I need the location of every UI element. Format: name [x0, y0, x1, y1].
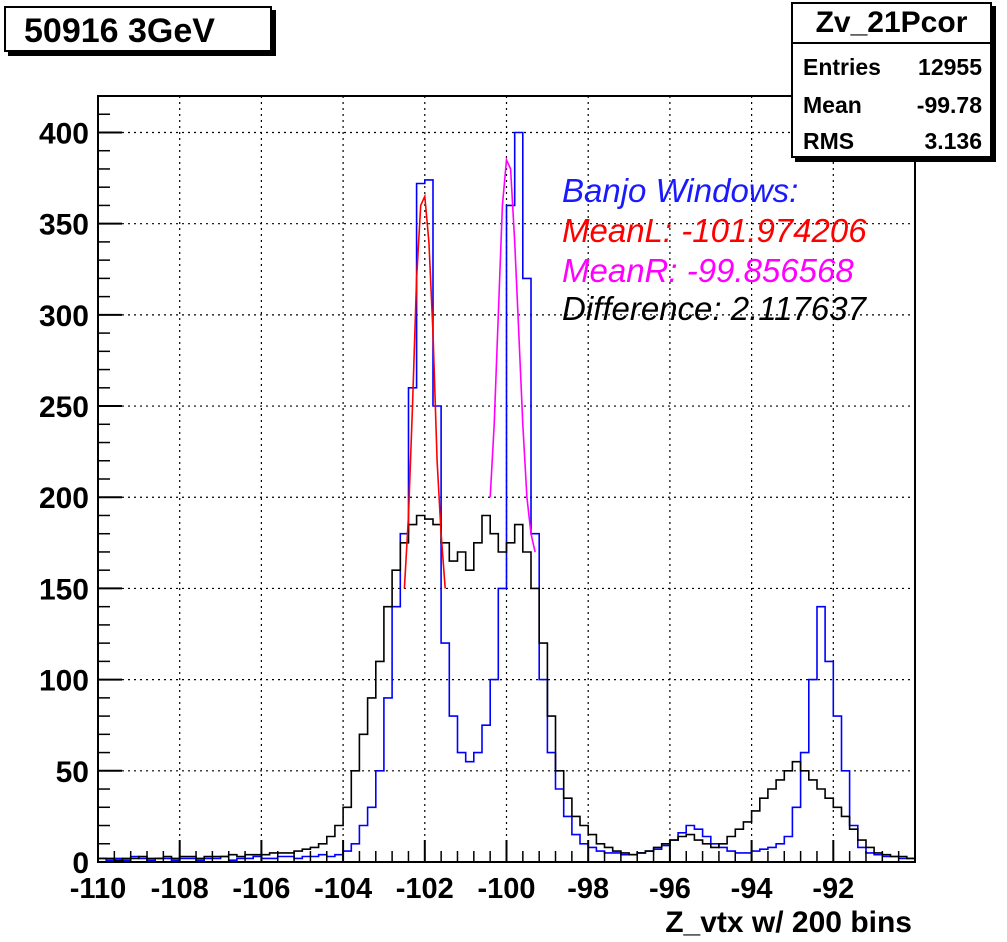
stats-value: -99.78	[916, 92, 982, 118]
stats-box: Zv_21Pcor Entries 12955 Mean -99.78 RMS …	[791, 2, 992, 158]
series-line-0	[98, 131, 915, 861]
stats-label: Mean	[803, 92, 862, 118]
annotation-mean-right: MeanR: -99.856568	[562, 252, 854, 289]
y-tick-label: 50	[56, 756, 89, 789]
series-line-3	[489, 156, 536, 553]
histogram-title-box: 50916 3GeV	[4, 6, 272, 52]
y-tick-label: 350	[39, 209, 89, 242]
x-tick-label: -92	[812, 873, 854, 905]
x-tick-label: -96	[649, 873, 691, 905]
y-tick-label: 250	[39, 391, 89, 424]
stats-row-entries: Entries 12955	[793, 48, 990, 84]
stats-value: 12955	[918, 54, 982, 80]
x-tick-label: -108	[151, 873, 209, 905]
stats-label: Entries	[803, 54, 881, 80]
x-tick-label: -110	[70, 873, 126, 905]
series-layer	[98, 131, 915, 861]
y-tick-label: 300	[39, 300, 89, 333]
annotation-difference: Difference: 2.117637	[562, 290, 866, 327]
annotation-banjo-windows: Banjo Windows:	[562, 172, 799, 209]
stats-value: 3.136	[924, 128, 982, 154]
annotation-mean-left: MeanL: -101.974206	[562, 212, 867, 249]
histogram-title: 50916 3GeV	[24, 12, 215, 50]
stats-row-mean: Mean -99.78	[793, 86, 990, 122]
x-tick-label: -100	[477, 873, 535, 905]
x-tick-label: -106	[232, 873, 290, 905]
y-tick-label: 100	[39, 665, 89, 698]
x-tick-label: -104	[314, 873, 372, 905]
y-tick-label: 400	[39, 117, 89, 150]
stats-histogram-name: Zv_21Pcor	[793, 4, 990, 44]
series-line-1	[98, 514, 915, 861]
y-tick-label: 150	[39, 573, 89, 606]
series-line-2	[403, 193, 446, 589]
x-tick-label: -98	[567, 873, 609, 905]
x-tick-label: -102	[396, 873, 454, 905]
y-tick-label: 200	[39, 482, 89, 515]
stats-label: RMS	[803, 128, 855, 154]
x-tick-label: -94	[731, 873, 773, 905]
y-tick-label: 0	[72, 847, 89, 880]
x-axis-title: Z_vtx w/ 200 bins	[665, 906, 912, 939]
stats-row-rms: RMS 3.136	[793, 122, 990, 158]
axis-ticks: -110 -108 -106 -104 -102 -100 -98 -96 -94 -92 0 50 1…	[39, 113, 900, 905]
